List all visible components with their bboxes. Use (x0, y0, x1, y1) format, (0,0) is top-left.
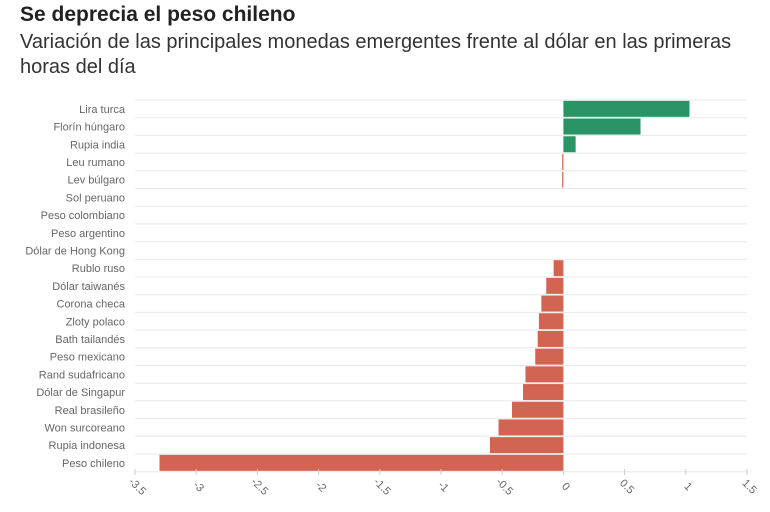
x-tick-label: -2.5 (249, 476, 271, 498)
bars-layer (159, 100, 690, 471)
category-label: Sol peruano (66, 192, 125, 204)
bar-rupia-indonesa (489, 437, 564, 454)
chart-title: Se deprecia el peso chileno (20, 3, 296, 26)
x-tick-label: 1 (682, 480, 695, 493)
chart-subtitle: Variación de las principales monedas eme… (20, 31, 732, 78)
bar-lira-turca (563, 100, 690, 117)
category-label: Real brasileño (55, 405, 125, 417)
category-labels: Lira turca Florín húngaro Rupia india Leu r… (25, 104, 126, 470)
bar-d-lar-taiwan-s (546, 277, 564, 294)
category-label: Rupia indonesa (49, 440, 126, 452)
bar-rublo-ruso (553, 260, 564, 277)
category-label: Rand sudafricano (39, 369, 125, 381)
category-label: Rublo ruso (72, 263, 125, 275)
bar-corona-checa (541, 295, 564, 312)
x-tick-label: -3 (191, 479, 206, 494)
bar-peso-mexicano (535, 348, 564, 365)
bar-peso-chileno (159, 454, 564, 471)
category-label: Lev búlgaro (68, 175, 126, 187)
category-label: Won surcoreano (44, 422, 125, 434)
category-label: Bath tailandés (55, 334, 125, 346)
category-label: Peso argentino (51, 228, 125, 240)
category-label: Peso mexicano (50, 352, 125, 364)
x-axis: -3.5 -3 -2.5 -2 -1.5 -1 -0.5 0 0.5 1 1.5 (126, 469, 759, 498)
bar-rand-sudafricano (525, 366, 564, 383)
x-tick-label: -3.5 (126, 476, 148, 498)
bar-rupia-india (563, 136, 576, 153)
bar-leu-rumano (562, 153, 564, 170)
x-tick-label: -1.5 (371, 476, 393, 498)
category-label: Dólar taiwanés (52, 281, 125, 293)
category-label: Florín húngaro (53, 122, 125, 134)
x-tick-label: -2 (313, 479, 328, 494)
category-label: Zloty polaco (66, 316, 125, 328)
category-label: Rupia india (70, 139, 126, 151)
x-tick-label: 1.5 (739, 477, 758, 496)
bar-zloty-polaco (538, 313, 564, 330)
bar-won-surcoreano (498, 419, 564, 436)
bar-real-brasile-o (511, 401, 564, 418)
x-tick-label: 0.5 (617, 477, 636, 496)
grid-layer (135, 99, 747, 473)
bar-d-lar-de-singapur (523, 384, 564, 401)
category-label: Lira turca (79, 104, 126, 116)
category-label: Dólar de Singapur (36, 387, 125, 399)
x-tick-label: -1 (435, 479, 450, 494)
category-label: Leu rumano (66, 157, 125, 169)
bar-lev-b-lgaro (562, 171, 564, 188)
x-tick-label: -0.5 (493, 476, 515, 498)
category-label: Corona checa (57, 299, 126, 311)
category-label: Peso chileno (62, 458, 125, 470)
x-tick-label: 0 (559, 480, 572, 493)
category-label: Peso colombiano (41, 210, 125, 222)
category-label: Dólar de Hong Kong (25, 245, 125, 257)
bar-bath-tailand-s (537, 330, 564, 347)
bar-flor-n-h-ngaro (563, 118, 641, 135)
